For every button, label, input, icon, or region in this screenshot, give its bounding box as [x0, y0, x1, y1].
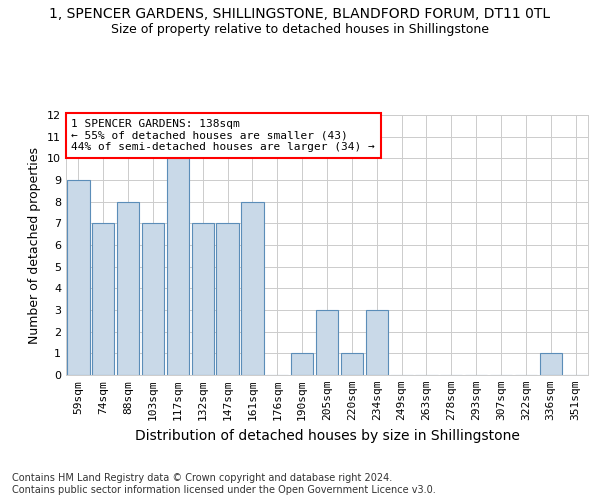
Text: 1, SPENCER GARDENS, SHILLINGSTONE, BLANDFORD FORUM, DT11 0TL: 1, SPENCER GARDENS, SHILLINGSTONE, BLAND… [49, 8, 551, 22]
Bar [67, 180, 89, 375]
Bar [167, 158, 189, 375]
Bar [142, 224, 164, 375]
Bar [291, 354, 313, 375]
Bar [241, 202, 263, 375]
Text: 1 SPENCER GARDENS: 138sqm
← 55% of detached houses are smaller (43)
44% of semi-: 1 SPENCER GARDENS: 138sqm ← 55% of detac… [71, 119, 375, 152]
Bar [191, 224, 214, 375]
Bar [539, 354, 562, 375]
Bar [92, 224, 115, 375]
Bar [365, 310, 388, 375]
Y-axis label: Number of detached properties: Number of detached properties [28, 146, 41, 344]
Text: Size of property relative to detached houses in Shillingstone: Size of property relative to detached ho… [111, 22, 489, 36]
Bar [217, 224, 239, 375]
Bar [117, 202, 139, 375]
Text: Contains HM Land Registry data © Crown copyright and database right 2024.
Contai: Contains HM Land Registry data © Crown c… [12, 474, 436, 495]
Bar [341, 354, 363, 375]
X-axis label: Distribution of detached houses by size in Shillingstone: Distribution of detached houses by size … [134, 428, 520, 442]
Bar [316, 310, 338, 375]
